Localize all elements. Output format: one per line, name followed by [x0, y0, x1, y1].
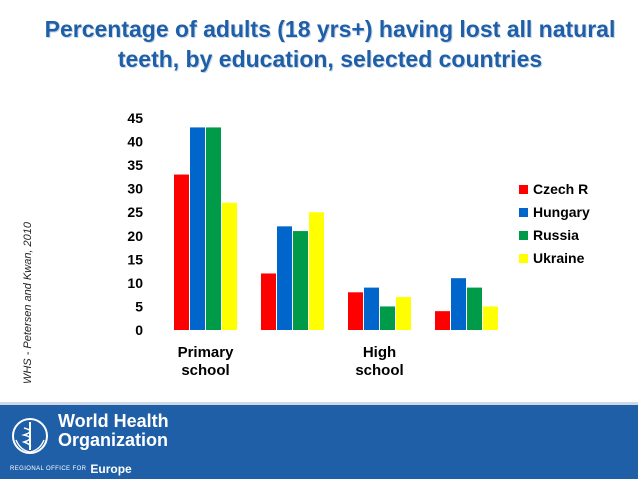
bar-russia-1: [293, 231, 308, 330]
who-emblem-icon: [12, 418, 48, 454]
y-tick-label-0: 0: [135, 322, 143, 338]
bar-czech-r-0: [174, 174, 189, 330]
legend-swatch-ukraine: [519, 254, 528, 263]
bar-ukraine-1: [309, 212, 324, 330]
bar-czech-r-1: [261, 273, 276, 330]
who-region: REGIONAL OFFICE FOR Europe: [10, 460, 132, 478]
bar-ukraine-2: [396, 297, 411, 330]
y-tick-label-5: 5: [135, 298, 143, 314]
bar-ukraine-3: [483, 306, 498, 330]
x-category-label-2: High school: [355, 344, 403, 379]
footer: World Health Organization REGIONAL OFFIC…: [0, 402, 638, 479]
bar-ukraine-0: [222, 202, 237, 330]
legend-swatch-russia: [519, 231, 528, 240]
bar-czech-r-3: [435, 311, 450, 330]
region-name: Europe: [90, 461, 132, 476]
bar-hungary-3: [451, 278, 466, 330]
legend-label-czech-r: Czech R: [533, 181, 588, 197]
footer-divider: [0, 402, 638, 405]
bar-russia-0: [206, 127, 221, 330]
y-tick-label-45: 45: [127, 110, 143, 126]
y-tick-label-30: 30: [127, 181, 143, 197]
y-tick-label-10: 10: [127, 275, 143, 291]
legend-swatch-hungary: [519, 208, 528, 217]
x-category-label-0: Primary school: [178, 344, 235, 379]
bar-russia-2: [380, 306, 395, 330]
bar-hungary-2: [364, 287, 379, 330]
legend-label-ukraine: Ukraine: [533, 250, 585, 266]
y-tick-label-20: 20: [127, 228, 143, 244]
who-name: World Health Organization: [58, 412, 218, 450]
y-tick-label-35: 35: [127, 157, 143, 173]
bar-hungary-0: [190, 127, 205, 330]
y-tick-label-25: 25: [127, 204, 143, 220]
legend-label-russia: Russia: [533, 227, 579, 243]
who-name-line2: Organization: [58, 430, 169, 450]
bar-czech-r-2: [348, 292, 363, 330]
slide-title: Percentage of adults (18 yrs+) having lo…: [44, 16, 616, 72]
bar-chart: 0 5 10 15 20 25 30 35 40 45 Primary school High schoo…: [127, 110, 590, 379]
legend-label-hungary: Hungary: [533, 204, 590, 220]
who-name-line1: World Health: [58, 411, 169, 431]
region-office-label: REGIONAL OFFICE FOR: [10, 465, 87, 472]
y-tick-label-15: 15: [127, 251, 143, 267]
bar-russia-3: [467, 287, 482, 330]
bar-hungary-1: [277, 226, 292, 330]
legend-swatch-czech-r: [519, 185, 528, 194]
y-tick-label-40: 40: [127, 134, 143, 150]
